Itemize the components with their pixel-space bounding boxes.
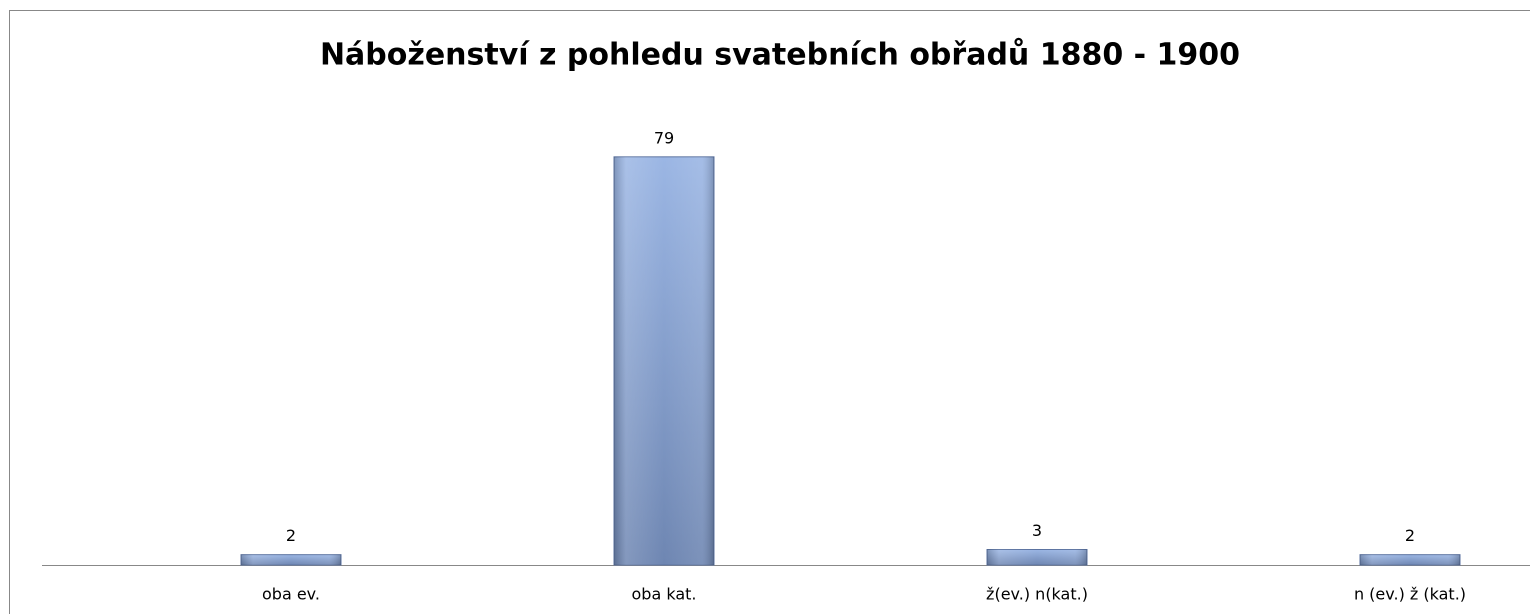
data-label: 2	[1405, 526, 1415, 545]
bar	[240, 554, 342, 566]
bar	[986, 549, 1088, 566]
x-tick-label: oba kat.	[632, 585, 697, 604]
chart-title: Náboženství z pohledu svatebních obřadů …	[320, 37, 1240, 73]
x-tick-label: ž(ev.) n(kat.)	[986, 585, 1088, 604]
data-label: 3	[1032, 521, 1042, 540]
x-tick-label: oba ev.	[262, 585, 320, 604]
chart-frame	[9, 10, 1530, 614]
data-label: 2	[286, 526, 296, 545]
data-label: 79	[654, 128, 674, 147]
x-tick-label: n (ev.) ž (kat.)	[1354, 585, 1466, 604]
bar	[613, 156, 715, 566]
bar	[1359, 554, 1461, 566]
